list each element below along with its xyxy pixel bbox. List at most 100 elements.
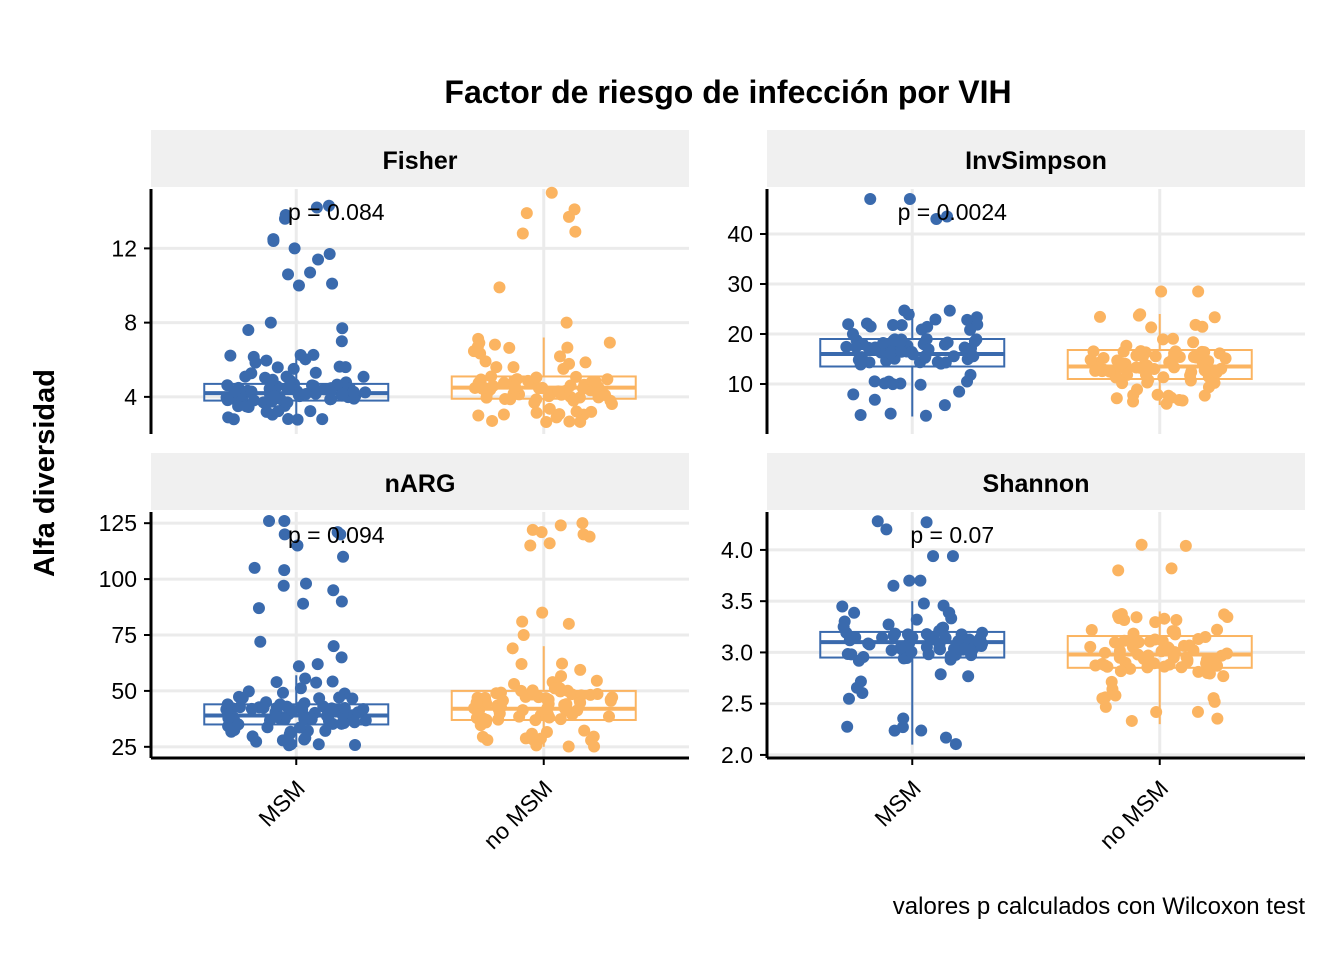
data-point	[1185, 366, 1198, 379]
data-point	[563, 415, 576, 428]
outlier-point	[282, 268, 295, 281]
data-point	[1220, 647, 1233, 660]
data-point	[897, 712, 910, 725]
data-point	[222, 712, 235, 725]
outlier-point	[337, 550, 350, 563]
chart-caption: valores p calculados con Wilcoxon test	[893, 893, 1306, 920]
data-point	[1211, 623, 1224, 636]
data-point	[310, 676, 323, 689]
data-point	[862, 637, 875, 650]
data-point	[471, 340, 484, 353]
outlier-point	[335, 335, 348, 348]
data-point	[282, 413, 295, 426]
x-tick-label: MSM	[253, 775, 309, 831]
data-point	[536, 381, 549, 394]
x-tick-label: no MSM	[478, 775, 557, 854]
data-point	[338, 702, 351, 715]
data-point	[601, 373, 614, 386]
outlier-point	[1165, 562, 1178, 575]
data-point	[1096, 692, 1109, 705]
outlier-point	[335, 651, 348, 664]
data-point	[246, 730, 259, 743]
outlier-point	[297, 597, 310, 610]
group-msm	[819, 515, 1006, 751]
y-tick-label: 8	[124, 310, 137, 336]
data-point	[1173, 394, 1186, 407]
data-point	[905, 645, 918, 658]
data-point	[507, 361, 520, 374]
data-point	[513, 710, 526, 723]
data-point	[599, 388, 612, 401]
data-point	[1168, 361, 1181, 374]
y-tick-label: 25	[111, 734, 137, 760]
data-point	[1097, 352, 1110, 365]
outlier-point	[322, 199, 335, 212]
data-point	[1112, 609, 1125, 622]
data-point	[1098, 659, 1111, 672]
outlier-point	[524, 539, 537, 552]
data-point	[1157, 333, 1170, 346]
outlier-point	[304, 266, 317, 279]
data-point	[845, 648, 858, 661]
outlier-point	[1155, 285, 1168, 298]
chart-title: Factor de riesgo de infección por VIH	[444, 74, 1011, 110]
data-point	[933, 624, 946, 637]
data-point	[227, 413, 240, 426]
data-point	[584, 688, 597, 701]
data-point	[276, 686, 289, 699]
data-point	[283, 728, 296, 741]
outlier-point	[520, 207, 533, 220]
outlier-point	[323, 247, 336, 260]
data-point	[333, 360, 346, 373]
p-value-label: p = 0.094	[288, 522, 385, 548]
data-point	[953, 385, 966, 398]
data-point	[885, 644, 898, 657]
data-point	[1208, 376, 1221, 389]
data-point	[1130, 611, 1143, 624]
data-point	[1208, 311, 1221, 324]
data-point	[1211, 659, 1224, 672]
outlier-point	[871, 515, 884, 528]
facet-strip-label: InvSimpson	[965, 147, 1107, 175]
data-point	[490, 361, 503, 374]
data-point	[910, 613, 923, 626]
data-point	[1089, 364, 1102, 377]
data-point	[299, 353, 312, 366]
outlier-point	[930, 213, 943, 225]
data-point	[562, 740, 575, 753]
outlier-point	[493, 281, 506, 294]
data-point	[488, 338, 501, 351]
data-point	[868, 375, 881, 388]
data-point	[539, 692, 552, 705]
data-point	[964, 368, 977, 381]
data-point	[280, 370, 293, 383]
data-point	[842, 318, 855, 331]
data-point	[325, 702, 338, 715]
data-point	[1198, 364, 1211, 377]
data-point	[1110, 392, 1123, 405]
data-point	[506, 642, 519, 655]
data-point	[1150, 706, 1163, 719]
data-point	[1131, 383, 1144, 396]
data-point	[902, 308, 915, 321]
data-point	[266, 373, 279, 386]
data-point	[326, 675, 339, 688]
data-point	[837, 620, 850, 633]
data-point	[1192, 665, 1205, 678]
data-point	[1089, 659, 1102, 672]
data-point	[915, 724, 928, 737]
data-point	[299, 672, 312, 685]
data-point	[854, 409, 867, 422]
data-point	[1158, 612, 1171, 625]
data-point	[587, 730, 600, 743]
outlier-point	[516, 615, 529, 628]
data-point	[309, 366, 322, 379]
facet-strip-label: Shannon	[983, 470, 1090, 498]
y-tick-label: 20	[727, 321, 753, 347]
data-point	[961, 313, 974, 326]
data-point	[268, 390, 281, 403]
data-point	[552, 385, 565, 398]
outlier-point	[927, 550, 940, 563]
data-point	[604, 694, 617, 707]
